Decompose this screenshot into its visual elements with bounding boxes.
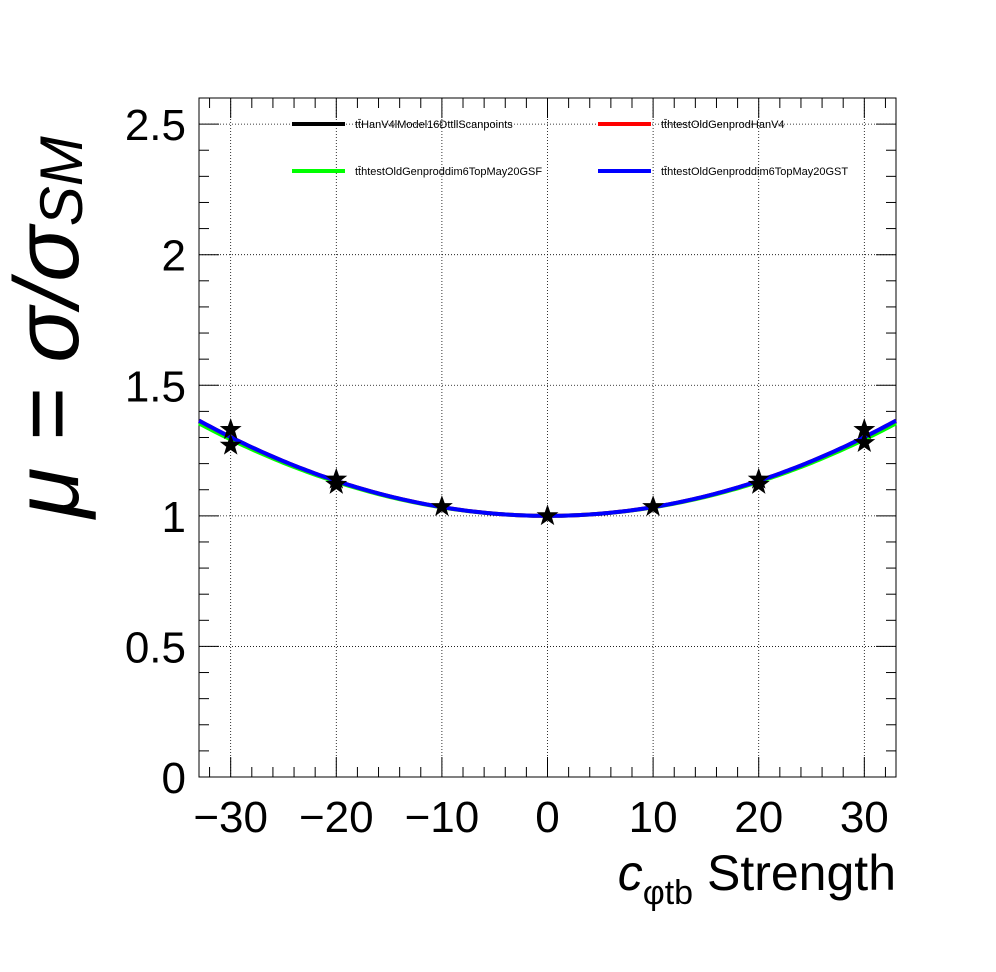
x-tick-label: 10: [629, 793, 678, 842]
y-tick-label: 1.5: [125, 362, 186, 411]
series-markers: [219, 418, 876, 526]
y-axis-prefix: μ = σ/σ: [0, 223, 98, 520]
x-axis-title: cφtb Strength: [618, 845, 896, 912]
legend-label: tt̄htestOldGenprodHanV4: [661, 119, 785, 131]
data-point: [219, 418, 242, 439]
axis-ticks: [199, 98, 896, 778]
y-tick-label: 2.5: [125, 101, 186, 150]
data-point: [536, 504, 559, 526]
grid: [199, 98, 896, 778]
legend-label: tt̄htestOldGenproddim6TopMay20GST: [661, 166, 848, 178]
data-point: [325, 472, 348, 494]
x-tick-label: 30: [840, 793, 889, 842]
y-tick-label: 2: [162, 232, 186, 281]
x-tick-label: 0: [535, 793, 559, 842]
x-tick-label: −10: [405, 793, 480, 842]
x-axis-suffix: Strength: [693, 845, 896, 901]
x-axis-symbol: c: [618, 845, 643, 901]
data-point: [853, 431, 876, 453]
y-tick-label: 0: [162, 754, 186, 803]
x-tick-label: −20: [299, 793, 374, 842]
x-tick-labels: −30 −20 −10 0 10 20 30: [193, 793, 888, 842]
y-axis-title: μ = σ/σSM: [0, 136, 98, 520]
y-tick-label: 0.5: [125, 623, 186, 672]
y-axis-subscript: SM: [28, 136, 95, 226]
y-tick-labels: 0 0.5 1 1.5 2 2.5: [125, 101, 186, 803]
x-tick-label: −30: [193, 793, 268, 842]
legend: tt̄HanV4lModel16DttllScanpoints tt̄htestO…: [292, 119, 848, 178]
data-point: [642, 495, 665, 517]
legend-label: tt̄htestOldGenproddim6TopMay20GSF: [355, 166, 542, 178]
data-point: [430, 495, 453, 517]
data-point: [219, 433, 242, 455]
x-tick-label: 20: [734, 793, 783, 842]
data-point: [747, 472, 770, 494]
legend-label: tt̄HanV4lModel16DttllScanpoints: [355, 119, 513, 131]
x-axis-subscript: φtb: [643, 874, 693, 912]
y-tick-label: 1: [162, 493, 186, 542]
